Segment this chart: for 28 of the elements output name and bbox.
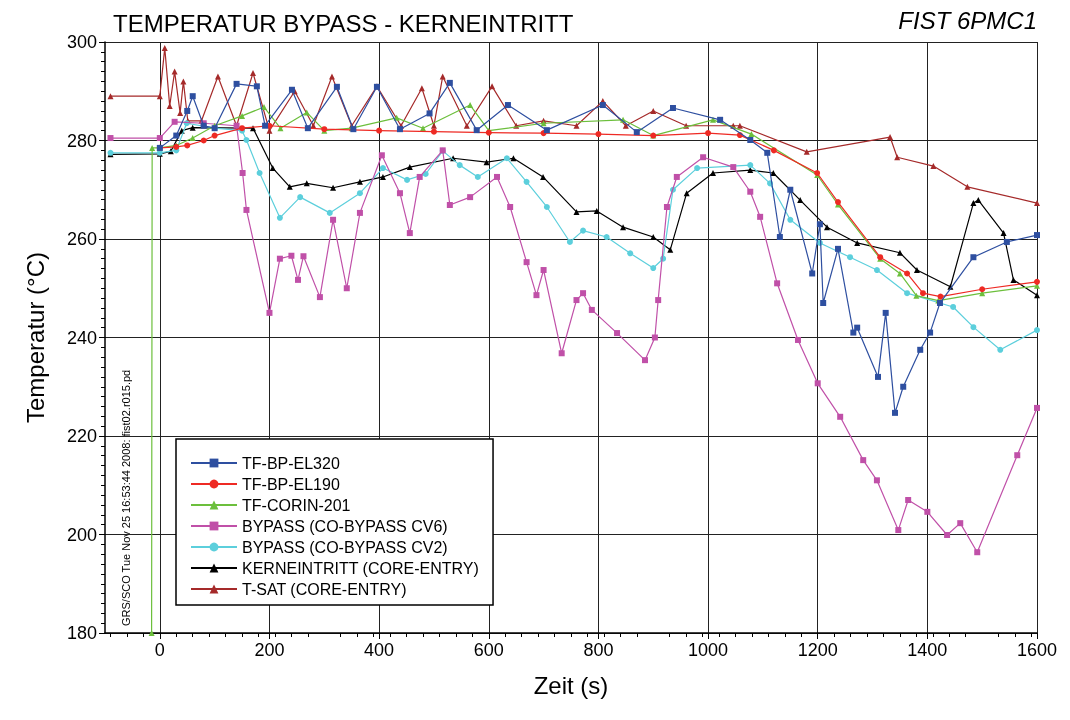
y-tick-label: 200 (66, 524, 97, 545)
legend-label: TF-CORIN-201 (242, 496, 351, 514)
annotation: GRS/SCO Tue Nov 25 16:53:44 2008: fist02.r015.pd (119, 369, 132, 626)
x-tick-label: 1400 (907, 640, 948, 660)
x-tick-label: 200 (254, 640, 285, 660)
x-tick-label: 400 (364, 640, 395, 660)
y-axis-title: Temperatur (°C) (21, 252, 49, 423)
x-tick-label: 0 (154, 640, 165, 660)
y-tick-label: 260 (66, 229, 97, 249)
y-tick-label: 280 (66, 130, 97, 151)
x-tick-label: 1200 (797, 640, 838, 660)
y-tick-label: 180 (66, 623, 97, 643)
x-tick-label: 1600 (1016, 640, 1058, 660)
chart-title: TEMPERATUR BYPASS - KERNEINTRITT (113, 9, 574, 37)
legend-label: T-SAT (CORE-ENTRY) (242, 580, 407, 598)
legend-label: BYPASS (CO-BYPASS CV6) (242, 517, 448, 535)
legend-label: TF-BP-EL190 (242, 475, 340, 493)
chart-subtitle: FIST 6PMC1 (898, 6, 1038, 34)
y-tick-label: 240 (66, 327, 97, 348)
x-axis-title: Zeit (s) (533, 671, 609, 699)
y-tick-label: 300 (66, 32, 97, 52)
legend-label: TF-BP-EL320 (242, 454, 340, 472)
x-tick-label: 600 (473, 640, 504, 660)
x-tick-label: 1000 (688, 640, 729, 660)
legend-label: BYPASS (CO-BYPASS CV2) (242, 538, 448, 556)
legend-label: KERNEINTRITT (CORE-ENTRY) (242, 559, 479, 577)
x-tick-label: 800 (583, 640, 614, 660)
y-tick-label: 220 (66, 426, 97, 446)
